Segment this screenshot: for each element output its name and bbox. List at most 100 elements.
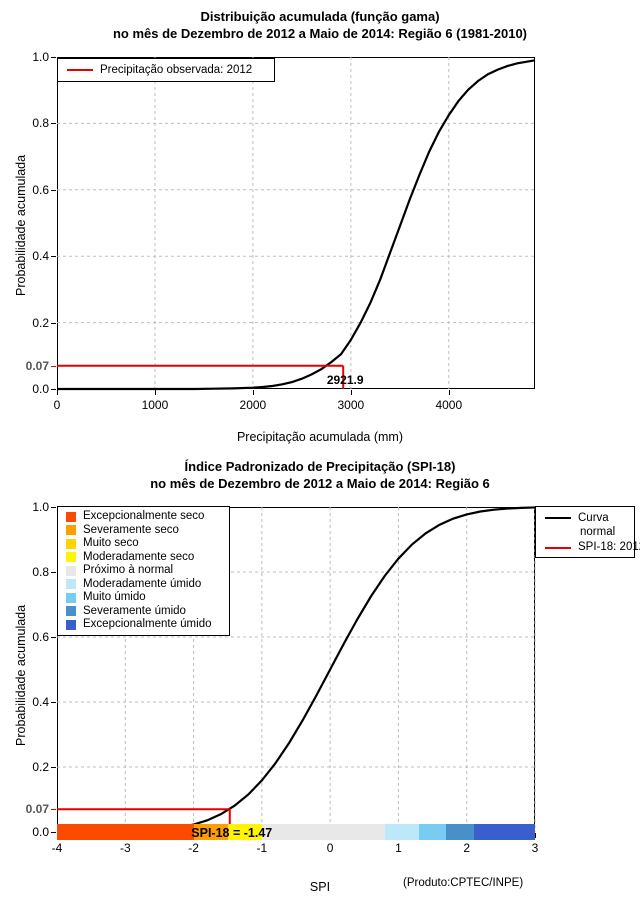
chart2-title-line2: no mês de Dezembro de 2012 a Maio de 201… [150, 476, 490, 491]
x-tick [350, 390, 352, 395]
chart2-xaxis-title: SPI [309, 880, 331, 894]
legend-label-observed: Precipitação observada: 2012 [100, 63, 253, 76]
x-tick [154, 390, 156, 395]
y-tick-highlight [51, 365, 56, 367]
chart1-observed-marker [57, 364, 345, 389]
y-tick [51, 507, 56, 508]
legend-line-observed-icon [67, 69, 93, 71]
y-tick-label: 0.8 [32, 116, 49, 131]
chart2-title: Índice Padronizado de Precipitação (SPI-… [0, 458, 640, 492]
chart2-spi-colorbar [57, 824, 535, 840]
x-tick-label: 4000 [435, 398, 463, 412]
x-tick [57, 390, 58, 395]
category-legend-label: Excepcionalmente úmido [83, 618, 212, 631]
colorbar-segment [473, 824, 535, 840]
category-legend-label: Muito úmido [83, 591, 146, 604]
y-tick [51, 322, 56, 324]
curve-legend-row-normal-2: normal [536, 525, 634, 540]
y-tick [51, 767, 56, 768]
category-legend-label: Severamente seco [83, 523, 179, 536]
y-tick [51, 389, 56, 390]
category-legend-row: Excepcionalmente seco [58, 510, 229, 524]
colorbar-segment [261, 824, 385, 840]
chart2-credit-label: (Produto:CPTEC/INPE) [403, 877, 524, 889]
chart1-title-line1: Distribuição acumulada (função gama) [200, 9, 440, 24]
colorbar-segment [446, 824, 474, 840]
legend-line-spi-icon [545, 546, 571, 549]
legend-line-normal-icon [545, 517, 571, 519]
chart1-xaxis-title: Precipitação acumulada (mm) [236, 430, 404, 444]
y-tick-highlight-label: 0.07 [25, 358, 49, 373]
curve-legend-label-normal-2: normal [580, 526, 616, 538]
category-swatch-icon [66, 538, 76, 549]
chart2-gridlines [57, 507, 536, 832]
category-legend-row: Muito seco [58, 537, 229, 551]
curve-legend-label-spi: SPI-18: 2012 [578, 541, 640, 553]
colorbar-segment [384, 824, 419, 840]
chart2-title-line1: Índice Padronizado de Precipitação (SPI-… [184, 459, 456, 474]
category-swatch-icon [66, 619, 76, 630]
category-swatch-icon [66, 511, 76, 522]
y-tick [51, 702, 56, 703]
curve-legend-row-normal: Curva [536, 511, 634, 525]
y-tick-label: 0.4 [32, 695, 49, 709]
y-tick-label: 1.0 [32, 50, 49, 64]
chart-panel-cumulative-gamma: Distribuição acumulada (função gama) no … [0, 8, 640, 444]
x-tick-label: 0 [53, 398, 61, 412]
y-tick-label: 0.0 [32, 825, 49, 839]
chart1-gridlines [57, 57, 535, 389]
x-tick-label: 3000 [337, 398, 365, 412]
chart2-spi-badge: SPI-18 = -1.47 [191, 826, 273, 840]
y-tick-label: 0.6 [32, 630, 49, 644]
category-legend-label: Excepcionalmente seco [83, 510, 205, 523]
x-tick-label: 2000 [239, 398, 267, 412]
category-legend-row: Moderadamente seco [58, 551, 229, 565]
category-legend-label: Moderadamente seco [83, 550, 195, 563]
x-tick-label: -2 [188, 841, 199, 855]
x-tick [448, 390, 450, 395]
x-tick-label: 1 [395, 841, 402, 855]
y-tick [51, 189, 56, 191]
chart1-legend: Precipitação observada: 2012 [57, 58, 275, 82]
category-swatch-icon [66, 592, 76, 603]
chart1-curve-layer [57, 57, 536, 391]
y-tick-label: 1.0 [32, 500, 49, 514]
x-tick-label: -3 [119, 841, 131, 855]
category-legend-label: Moderadamente úmido [83, 577, 202, 590]
category-legend-label: Próximo à normal [83, 564, 174, 577]
chart1-yaxis-title: Probabilidade acumulada [14, 154, 28, 296]
colorbar-segment [57, 824, 194, 840]
y-tick-label: 0.6 [32, 182, 49, 197]
y-tick-label: 0.4 [32, 249, 49, 264]
x-tick-label: 3 [531, 841, 539, 855]
category-swatch-icon [66, 579, 76, 590]
chart1-plot-area [57, 57, 535, 389]
x-tick-label: 0 [326, 841, 334, 855]
chart2-yaxis-title: Probabilidade acumulada [14, 604, 28, 746]
y-tick-label: 0.0 [32, 382, 49, 396]
chart1-title: Distribuição acumulada (função gama) no … [0, 8, 640, 42]
x-tick-label: -4 [51, 841, 63, 855]
x-tick-label: 1000 [141, 398, 169, 412]
y-tick [51, 572, 56, 573]
category-legend-row: Moderadamente úmido [58, 578, 229, 592]
y-tick [51, 57, 56, 58]
y-tick [51, 832, 56, 833]
category-legend-label: Muito seco [83, 537, 139, 550]
colorbar-segment [227, 824, 262, 840]
chart2-curve-layer [56, 506, 536, 834]
chart-panel-spi18: Índice Padronizado de Precipitação (SPI-… [0, 450, 640, 900]
chart1-observed-value-label: 2921.9 [326, 373, 364, 387]
x-tick-label: 2 [463, 841, 471, 855]
y-tick-highlight-label: 0.07 [25, 802, 49, 817]
colorbar-segment [193, 824, 228, 840]
x-tick-label: -1 [256, 841, 268, 855]
y-tick-label: 0.2 [32, 760, 49, 774]
colorbar-segment [418, 824, 447, 840]
chart1-gamma-curve [57, 59, 536, 391]
category-legend-row: Severamente seco [58, 524, 229, 538]
y-tick [51, 637, 56, 638]
y-tick-label: 0.2 [32, 315, 49, 330]
chart2-curve-legend: Curva normal SPI-18: 2012 [535, 506, 640, 558]
category-swatch-icon [66, 552, 76, 563]
